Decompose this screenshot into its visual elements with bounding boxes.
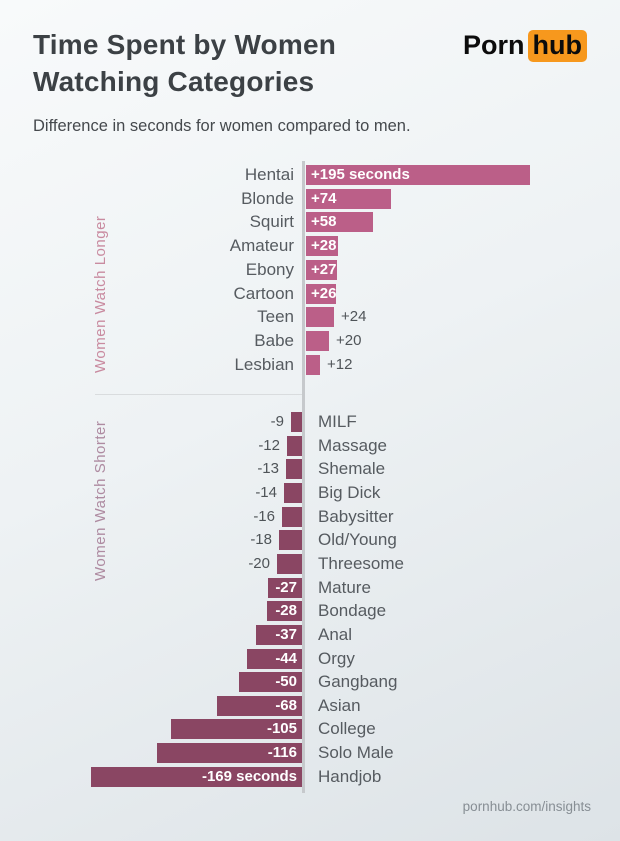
category-label: Handjob	[318, 766, 382, 786]
bar-value-label: -50	[275, 673, 297, 691]
bar-value-label: -68	[275, 696, 297, 714]
category-label: MILF	[318, 412, 357, 431]
logo-part-hub: hub	[527, 30, 587, 62]
bar-value-label: +28	[311, 237, 337, 255]
section-divider-line	[95, 394, 302, 395]
bar-value-label: -16	[253, 507, 275, 525]
category-label: Amateur	[229, 236, 294, 256]
category-label: Solo Male	[318, 743, 394, 763]
category-label: Mature	[318, 577, 371, 597]
bar-positive	[306, 354, 320, 375]
category-label: Big Dick	[318, 482, 381, 502]
bar-value-label: -14	[255, 483, 277, 501]
category-label: Teen	[257, 307, 294, 327]
category-label: Shemale	[318, 459, 386, 479]
bar-negative	[286, 459, 302, 480]
category-label: Bondage	[318, 601, 387, 621]
bar-negative: -28	[267, 601, 302, 622]
bar-value-label: -105	[266, 720, 297, 738]
category-label: Ebony	[245, 259, 294, 279]
bar-value-label: -27	[275, 578, 297, 596]
bar-positive: +27	[306, 259, 337, 280]
category-label: Gangbang	[318, 672, 398, 692]
category-label: Lesbian	[234, 354, 294, 374]
category-label: Blonde	[241, 188, 294, 208]
bar-value-label: -37	[275, 625, 297, 643]
bar-negative	[279, 530, 302, 551]
footer-url: pornhub.com/insights	[462, 799, 591, 814]
category-label: Massage	[318, 435, 387, 455]
bar-positive: +28	[306, 236, 338, 257]
bar-negative: -116	[157, 743, 302, 764]
bar-value-label: -44	[275, 649, 297, 667]
bar-value-label: -9	[270, 413, 284, 430]
category-label: Orgy	[318, 648, 355, 668]
bar-value-label: +24	[341, 308, 367, 326]
page-title: Time Spent by Women Watching Categories	[33, 29, 337, 97]
category-label: Cartoon	[233, 283, 294, 303]
bar-negative: -50	[239, 672, 302, 693]
bar-value-label: +26	[311, 284, 337, 302]
pornhub-logo: Porn hub	[463, 30, 587, 62]
bar-negative: -37	[256, 624, 302, 645]
bar-value-label: +195 seconds	[311, 166, 410, 183]
category-label: College	[318, 719, 376, 739]
chart-subtitle: Difference in seconds for women compared…	[33, 117, 411, 135]
bar-value-label: +74	[311, 189, 337, 207]
bar-negative: -105	[171, 719, 302, 740]
bar-value-label: -169 seconds	[201, 767, 297, 785]
bar-value-label: +27	[311, 260, 337, 278]
bar-negative	[287, 435, 302, 456]
category-label: Threesome	[318, 553, 404, 573]
category-label: Old/Young	[318, 530, 397, 550]
bar-negative	[282, 506, 302, 527]
bar-value-label: +12	[327, 355, 353, 373]
bar-value-label: -13	[257, 460, 279, 478]
bar-value-label: -28	[275, 602, 297, 620]
bar-value-label: -18	[250, 531, 272, 549]
bar-negative: -27	[268, 577, 302, 598]
category-label: Squirt	[249, 212, 294, 232]
bar-value-label: +20	[336, 331, 362, 349]
category-label: Hentai	[244, 165, 294, 184]
bar-negative: -169 seconds	[91, 766, 302, 787]
bar-negative: -44	[247, 648, 302, 669]
bar-positive: +74	[306, 188, 391, 209]
category-label: Anal	[318, 624, 353, 644]
bar-positive: +26	[306, 283, 337, 304]
category-label: Babe	[254, 330, 294, 350]
bar-positive: +195 seconds	[306, 165, 530, 185]
bar-value-label: -116	[267, 744, 297, 762]
bar-negative	[291, 412, 302, 432]
vertical-axis-line	[302, 161, 305, 793]
bar-value-label: -20	[248, 554, 270, 572]
section-label-women-watch-shorter: Women Watch Shorter	[92, 420, 109, 581]
bar-value-label: +58	[311, 213, 337, 231]
bar-positive	[306, 307, 334, 328]
bar-positive: +58	[306, 212, 373, 233]
bar-positive	[306, 330, 329, 351]
bar-negative	[277, 553, 302, 574]
bar-negative	[284, 482, 302, 503]
bar-negative: -68	[217, 695, 302, 716]
bar-value-label: -12	[258, 436, 280, 454]
logo-part-porn: Porn	[463, 30, 525, 60]
category-label: Babysitter	[318, 506, 394, 526]
category-label: Asian	[318, 695, 361, 715]
